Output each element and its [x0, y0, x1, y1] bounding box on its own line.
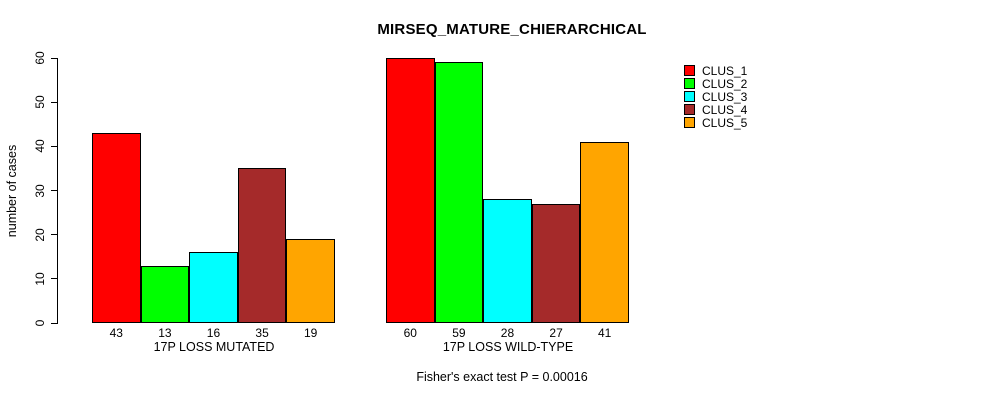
- y-axis-tick-label: 20: [33, 227, 47, 242]
- y-axis-line: [57, 58, 58, 324]
- bar-clus_3: [483, 199, 532, 323]
- legend-swatch: [684, 91, 695, 102]
- bar-clus_4: [531, 203, 581, 323]
- legend-item-label: CLUS_4: [702, 102, 748, 117]
- legend: CLUS_1 CLUS_2 CLUS_3 CLUS_4 CLUS_5: [684, 63, 748, 130]
- bar-value-label: 19: [304, 326, 318, 340]
- group-label-wild-type: 17P LOSS WILD-TYPE: [442, 340, 574, 354]
- bar-value-label: 43: [109, 326, 123, 340]
- y-axis-tick-label: 40: [33, 139, 47, 154]
- legend-swatch: [684, 117, 695, 128]
- bar-value-label: 27: [549, 326, 563, 340]
- legend-item-label: CLUS_1: [702, 63, 748, 78]
- y-axis-tick-label: 50: [33, 95, 47, 109]
- y-axis-tick-label: 10: [33, 272, 47, 286]
- bar-value-label: 13: [158, 326, 172, 340]
- y-axis-label: number of cases: [5, 144, 19, 238]
- bar-clus_3: [189, 252, 238, 323]
- y-axis-tick: [51, 278, 57, 280]
- y-axis-tick: [51, 234, 57, 236]
- bar-clus_5: [580, 141, 629, 323]
- y-axis-tick: [51, 322, 57, 324]
- legend-item-label: CLUS_5: [702, 115, 748, 130]
- y-axis-tick: [51, 101, 57, 103]
- bar-clus_4: [237, 168, 287, 323]
- legend-swatch: [684, 65, 695, 76]
- footer-caption: Fisher's exact test P = 0.00016: [416, 370, 588, 384]
- legend-swatch: [684, 104, 695, 115]
- legend-swatch: [684, 78, 695, 89]
- bar-value-label: 60: [403, 326, 417, 340]
- y-axis-tick-label: 60: [33, 51, 47, 65]
- legend-item: CLUS_3: [684, 89, 748, 104]
- bar-value-label: 41: [598, 326, 612, 340]
- bar-value-label: 28: [500, 326, 515, 340]
- y-axis-tick-label: 0: [33, 319, 47, 327]
- bar-clus_2: [140, 265, 190, 323]
- legend-item: CLUS_2: [684, 76, 748, 91]
- y-axis-tick-label: 30: [33, 183, 47, 198]
- bar-value-label: 16: [206, 326, 221, 340]
- legend-item-label: CLUS_2: [702, 76, 748, 91]
- bar-clus_5: [286, 239, 335, 323]
- bar-value-label: 35: [255, 326, 269, 340]
- bar-clus_1: [386, 58, 435, 323]
- bar-clus_2: [434, 62, 484, 323]
- y-axis-tick: [51, 57, 57, 59]
- group-label-mutated: 17P LOSS MUTATED: [153, 340, 275, 354]
- bar-value-label: 59: [452, 326, 466, 340]
- legend-item: CLUS_1: [684, 63, 748, 78]
- legend-item: CLUS_5: [684, 115, 748, 130]
- y-axis-tick: [51, 145, 57, 147]
- legend-item: CLUS_4: [684, 102, 748, 117]
- y-axis-tick: [51, 190, 57, 191]
- chart-title: MIRSEQ_MATURE_CHIERARCHICAL: [377, 21, 647, 38]
- legend-item-label: CLUS_3: [702, 89, 748, 104]
- bar-clus_1: [92, 133, 141, 323]
